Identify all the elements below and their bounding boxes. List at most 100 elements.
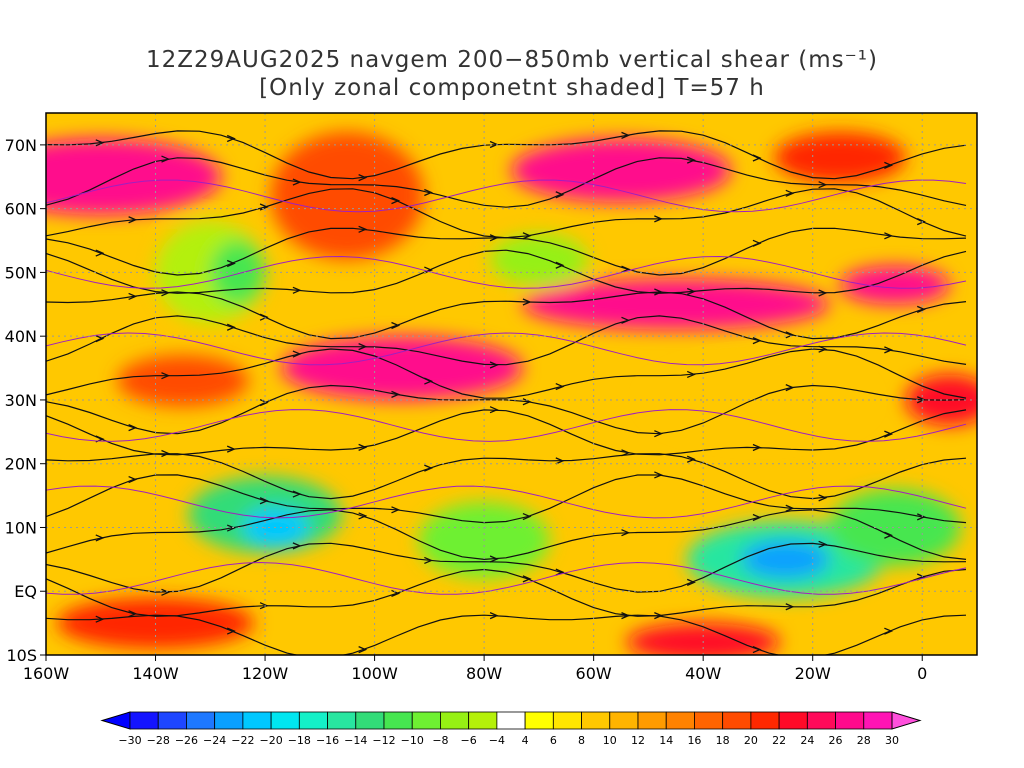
colorbar-label: 12	[631, 734, 645, 747]
streamline-arrow	[752, 443, 762, 452]
streamline	[46, 291, 967, 340]
streamline-arrow	[128, 216, 138, 224]
streamline-arrow	[555, 568, 565, 576]
colorbar-label: −20	[260, 734, 283, 747]
gridlines	[46, 113, 977, 655]
streamline-arrow	[226, 445, 236, 453]
colorbar-label: 6	[550, 734, 557, 747]
colorbar-label: 14	[659, 734, 673, 747]
map-frame	[45, 112, 978, 656]
streamline-arrow	[621, 529, 631, 537]
y-tick-label: 10S	[6, 646, 37, 665]
streamline	[46, 188, 967, 239]
colorbar-label: −10	[401, 734, 424, 747]
contour-line	[46, 409, 967, 442]
streamline-arrow	[686, 156, 696, 164]
streamline-arrow	[161, 155, 171, 163]
streamline-arrow	[621, 265, 631, 273]
colorbar-label: 20	[744, 734, 758, 747]
streamline-arrow	[916, 305, 926, 313]
colorbar-label: 24	[800, 734, 814, 747]
colorbar-label: −14	[344, 734, 367, 747]
streamline-arrow	[391, 506, 401, 514]
streamline-arrow	[161, 449, 171, 458]
streamline-arrow	[226, 524, 236, 532]
streamline-arrow	[818, 181, 828, 189]
streamline-arrow	[752, 239, 762, 247]
streamline-arrow	[292, 350, 302, 358]
streamline-arrow	[785, 603, 795, 611]
streamline-arrow	[292, 490, 302, 498]
colorbar-label: 26	[829, 734, 843, 747]
streamline	[46, 157, 967, 208]
chart-title: 12Z29AUG2025 navgem 200−850mb vertical s…	[146, 47, 878, 73]
streamline-arrow	[785, 331, 795, 339]
colorbar-swatch	[157, 711, 187, 730]
streamline-arrow	[752, 513, 762, 522]
streamline-arrow	[128, 423, 138, 432]
colorbar-swatch	[524, 711, 554, 730]
colorbar-swatch	[298, 711, 328, 730]
x-axis-ticks: 160W 140W 120W 100W 80W 60W 40W 20W 0	[23, 655, 927, 683]
colorbar-label: 22	[772, 734, 786, 747]
y-tick-label: 70N	[5, 136, 37, 155]
shading-region	[270, 132, 424, 260]
shear-map: 160W 140W 120W 100W 80W 60W 40W 20W 0 10S EQ 10N 20…	[5, 112, 978, 683]
contour-line	[46, 179, 967, 213]
streamline	[46, 614, 967, 655]
streamline-arrow	[358, 225, 368, 233]
streamline-arrow	[489, 406, 499, 414]
streamline-arrow	[391, 390, 401, 399]
streamline-arrow	[522, 298, 532, 306]
streamline-arrow	[424, 266, 434, 274]
streamline-arrow	[161, 289, 171, 297]
streamline-arrow	[226, 323, 236, 331]
colorbar-label: 16	[687, 734, 701, 747]
y-tick-label: 60N	[5, 200, 37, 219]
x-tick-label: 120W	[242, 664, 289, 683]
colorbar-label: 4	[522, 734, 529, 747]
streamline-arrow	[489, 555, 499, 563]
colorbar-swatch	[806, 711, 836, 730]
shading-region	[489, 234, 589, 286]
streamline-arrow	[259, 398, 269, 407]
colorbar-label: −4	[489, 734, 505, 747]
streamline-arrow	[752, 337, 762, 345]
streamline-arrow	[391, 321, 401, 330]
colorbar-swatch	[722, 711, 752, 730]
streamline-arrow	[522, 512, 532, 521]
streamline-arrow	[884, 627, 894, 635]
colorbar-label: −24	[203, 734, 226, 747]
streamline-arrow	[391, 589, 401, 598]
colorbar-swatch	[242, 711, 272, 730]
colorbar-swatch	[778, 711, 808, 730]
colorbar-swatch	[270, 711, 300, 730]
streamline-arrow	[785, 189, 795, 197]
streamline	[46, 384, 967, 435]
streamline-arrow	[226, 259, 236, 268]
streamline-arrow	[95, 615, 105, 623]
streamline-arrow	[818, 540, 828, 548]
streamline-arrow	[424, 188, 434, 197]
colorbar-swatch	[609, 711, 639, 730]
y-tick-label: 10N	[5, 518, 37, 537]
chart-subtitle: [Only zonal componetnt shaded] T=57 h	[259, 75, 765, 101]
colorbar-swatch	[327, 711, 357, 730]
streamline-arrow	[884, 232, 894, 240]
shading-region	[648, 361, 868, 439]
y-tick-label: 40N	[5, 327, 37, 346]
colorbar-label: −12	[372, 734, 395, 747]
contour-line	[46, 485, 967, 519]
streamline-arrow	[161, 372, 171, 380]
streamline	[46, 130, 967, 180]
streamline-arrow	[884, 161, 894, 169]
colorbar-swatch	[186, 711, 216, 730]
contour-line	[46, 255, 967, 289]
shading-region	[117, 355, 249, 407]
streamline-arrow	[358, 512, 368, 520]
streamline-arrow	[785, 504, 795, 512]
streamline-arrow	[752, 154, 762, 162]
colorbar-swatch	[214, 711, 244, 730]
streamline-arrow	[555, 382, 565, 391]
streamline-arrow	[424, 464, 434, 472]
